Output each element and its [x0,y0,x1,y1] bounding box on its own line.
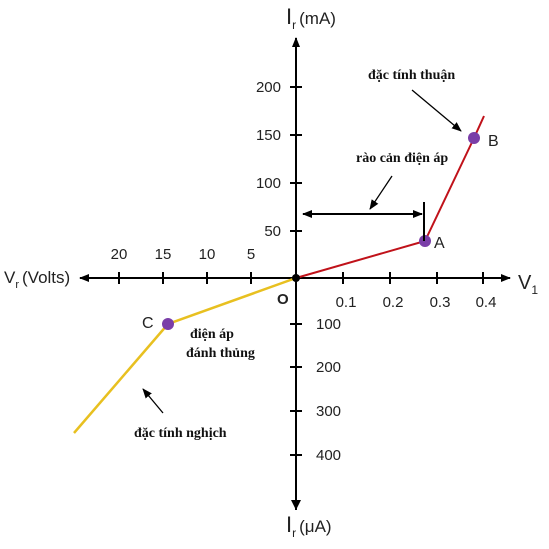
origin-label: O [277,291,289,308]
tick-label: 100 [256,175,281,192]
annotation: đánh thủng [186,346,255,361]
annotation: đặc tính thuận [368,68,455,83]
y-axis-arrow [291,500,301,510]
pointer [142,388,164,414]
tick-label: 150 [256,127,281,144]
y-bottom-label: Ir (μA) [286,512,332,540]
point-b [468,132,480,144]
tick-label: 200 [316,359,341,376]
pointer [369,175,393,210]
tick-label: 15 [155,246,172,263]
tick-label: 5 [247,246,255,263]
pointer [411,89,462,132]
reverse-curve [73,276,297,434]
x-left-label: Vr (Volts) [4,268,70,291]
tick-label: 50 [264,223,281,240]
point-label: C [142,315,154,332]
tick-label: 10 [199,246,216,263]
annotation: đặc tính nghịch [134,426,227,441]
annotation: rào cản điện áp [356,151,448,166]
origin-dot [292,274,300,282]
annotation: điện áp [190,327,234,342]
x-right-label: V1 [518,272,538,297]
tick-label: 20 [111,246,128,263]
ticks: 50 100 150 200 100 200 300 400 0.1 0.2 0.3 0.4 5 10 15… [111,79,497,464]
tick-label: 0.3 [430,294,451,311]
y-top-label: Ir (mA) [286,4,336,32]
tick-label: 0.1 [336,294,357,311]
tick-label: 400 [316,447,341,464]
tick-label: 0.2 [383,294,404,311]
point-c [162,318,174,330]
tick-label: 100 [316,316,341,333]
tick-label: 0.4 [476,294,497,311]
tick-label: 300 [316,403,341,420]
point-label: A [434,235,445,252]
point-label: B [488,133,499,150]
tick-label: 200 [256,79,281,96]
forward-curve [295,115,485,279]
